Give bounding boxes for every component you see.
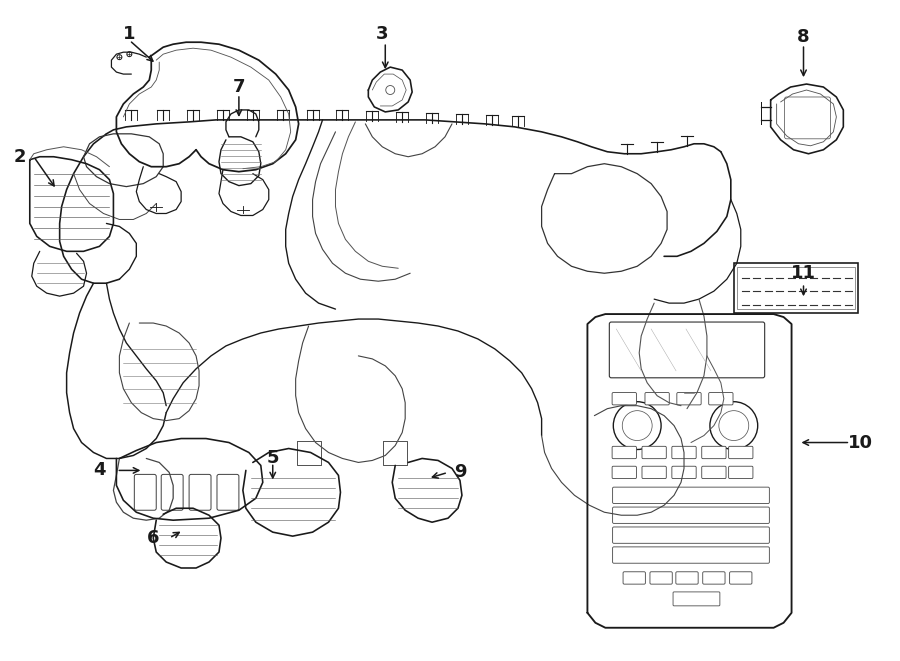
Polygon shape <box>588 314 792 628</box>
Polygon shape <box>116 438 263 520</box>
FancyBboxPatch shape <box>613 547 770 563</box>
FancyBboxPatch shape <box>785 97 831 139</box>
FancyBboxPatch shape <box>642 466 666 479</box>
FancyBboxPatch shape <box>672 466 697 479</box>
FancyBboxPatch shape <box>676 572 698 584</box>
Text: 8: 8 <box>797 28 810 46</box>
FancyBboxPatch shape <box>702 466 726 479</box>
FancyBboxPatch shape <box>734 263 859 313</box>
Polygon shape <box>243 449 340 536</box>
Text: 6: 6 <box>147 529 159 547</box>
FancyBboxPatch shape <box>642 446 666 459</box>
FancyBboxPatch shape <box>703 572 725 584</box>
FancyBboxPatch shape <box>729 446 753 459</box>
FancyBboxPatch shape <box>612 446 636 459</box>
FancyBboxPatch shape <box>729 466 753 479</box>
FancyBboxPatch shape <box>702 446 726 459</box>
Polygon shape <box>368 67 412 112</box>
FancyBboxPatch shape <box>609 322 765 378</box>
Text: 11: 11 <box>791 264 816 282</box>
FancyBboxPatch shape <box>612 393 636 405</box>
Text: 9: 9 <box>454 463 466 481</box>
Text: 1: 1 <box>123 25 136 43</box>
Polygon shape <box>153 508 221 568</box>
FancyBboxPatch shape <box>161 475 183 510</box>
FancyBboxPatch shape <box>613 487 770 504</box>
FancyBboxPatch shape <box>677 393 701 405</box>
FancyBboxPatch shape <box>189 475 211 510</box>
FancyBboxPatch shape <box>673 592 720 606</box>
FancyBboxPatch shape <box>650 572 672 584</box>
Text: 2: 2 <box>14 147 26 166</box>
FancyBboxPatch shape <box>708 393 733 405</box>
FancyBboxPatch shape <box>672 446 697 459</box>
FancyBboxPatch shape <box>730 572 752 584</box>
Text: 5: 5 <box>266 449 279 467</box>
Text: 4: 4 <box>94 461 105 479</box>
Text: 10: 10 <box>848 434 873 451</box>
Text: 7: 7 <box>232 78 245 96</box>
FancyBboxPatch shape <box>612 466 636 479</box>
FancyBboxPatch shape <box>623 572 645 584</box>
Polygon shape <box>392 459 462 522</box>
Bar <box>737 267 855 309</box>
FancyBboxPatch shape <box>613 527 770 543</box>
Text: 3: 3 <box>376 25 389 43</box>
FancyBboxPatch shape <box>134 475 157 510</box>
Polygon shape <box>770 84 843 154</box>
FancyBboxPatch shape <box>645 393 670 405</box>
FancyBboxPatch shape <box>217 475 239 510</box>
FancyBboxPatch shape <box>613 507 770 524</box>
